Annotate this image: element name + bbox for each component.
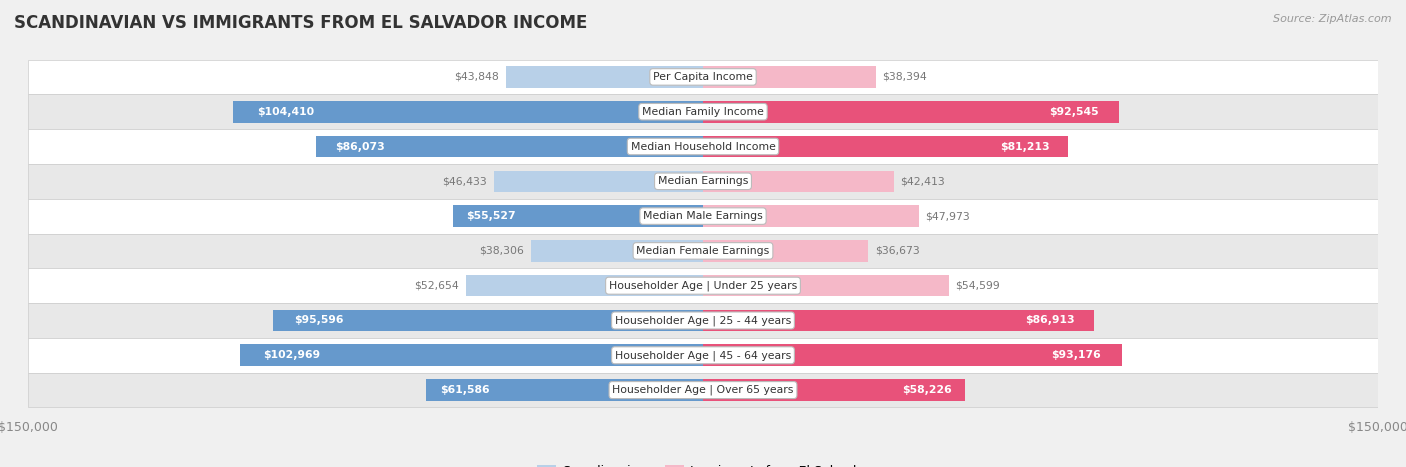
Bar (494, 170, 703, 192)
Bar (703, 66, 876, 88)
Text: $55,527: $55,527 (465, 211, 515, 221)
Text: $38,306: $38,306 (479, 246, 524, 256)
Text: Householder Age | Under 25 years: Householder Age | Under 25 years (609, 281, 797, 291)
Text: $86,073: $86,073 (335, 142, 385, 151)
Bar (703, 240, 868, 262)
Text: $54,599: $54,599 (956, 281, 1000, 290)
Bar (28, 234, 1378, 269)
Text: $86,913: $86,913 (1025, 316, 1074, 325)
Text: $46,433: $46,433 (443, 177, 488, 186)
Text: SCANDINAVIAN VS IMMIGRANTS FROM EL SALVADOR INCOME: SCANDINAVIAN VS IMMIGRANTS FROM EL SALVA… (14, 14, 588, 32)
Text: $104,410: $104,410 (257, 107, 314, 117)
Text: $58,226: $58,226 (903, 385, 952, 395)
Bar (703, 379, 965, 401)
Bar (28, 373, 1378, 408)
Bar (426, 379, 703, 401)
Bar (28, 198, 1378, 234)
Bar (703, 275, 949, 297)
Legend: Scandinavian, Immigrants from El Salvador: Scandinavian, Immigrants from El Salvado… (531, 460, 875, 467)
Bar (506, 66, 703, 88)
Text: $36,673: $36,673 (875, 246, 920, 256)
Bar (28, 338, 1378, 373)
Text: Householder Age | 45 - 64 years: Householder Age | 45 - 64 years (614, 350, 792, 361)
Text: Median Female Earnings: Median Female Earnings (637, 246, 769, 256)
Text: Median Male Earnings: Median Male Earnings (643, 211, 763, 221)
Bar (28, 269, 1378, 303)
Bar (273, 310, 703, 331)
Text: Householder Age | 25 - 44 years: Householder Age | 25 - 44 years (614, 315, 792, 326)
Bar (233, 101, 703, 122)
Bar (703, 345, 1122, 366)
Bar (28, 59, 1378, 94)
Bar (453, 205, 703, 227)
Bar (467, 275, 703, 297)
Bar (530, 240, 703, 262)
Text: Per Capita Income: Per Capita Income (652, 72, 754, 82)
Text: Median Family Income: Median Family Income (643, 107, 763, 117)
Bar (703, 310, 1094, 331)
Text: $92,545: $92,545 (1049, 107, 1098, 117)
Text: Median Earnings: Median Earnings (658, 177, 748, 186)
Text: $81,213: $81,213 (1001, 142, 1050, 151)
Text: $61,586: $61,586 (440, 385, 489, 395)
Bar (28, 129, 1378, 164)
Bar (239, 345, 703, 366)
Text: Householder Age | Over 65 years: Householder Age | Over 65 years (612, 385, 794, 396)
Text: $43,848: $43,848 (454, 72, 499, 82)
Bar (703, 101, 1119, 122)
Bar (703, 136, 1069, 157)
Text: $102,969: $102,969 (263, 350, 321, 360)
Text: Median Household Income: Median Household Income (630, 142, 776, 151)
Bar (28, 164, 1378, 198)
Bar (703, 205, 920, 227)
Bar (703, 170, 894, 192)
Text: $95,596: $95,596 (294, 316, 344, 325)
Text: Source: ZipAtlas.com: Source: ZipAtlas.com (1274, 14, 1392, 24)
Text: $93,176: $93,176 (1052, 350, 1101, 360)
Text: $52,654: $52,654 (415, 281, 460, 290)
Text: $42,413: $42,413 (901, 177, 945, 186)
Text: $38,394: $38,394 (883, 72, 927, 82)
Bar (316, 136, 703, 157)
Bar (28, 303, 1378, 338)
Bar (28, 94, 1378, 129)
Text: $47,973: $47,973 (925, 211, 970, 221)
